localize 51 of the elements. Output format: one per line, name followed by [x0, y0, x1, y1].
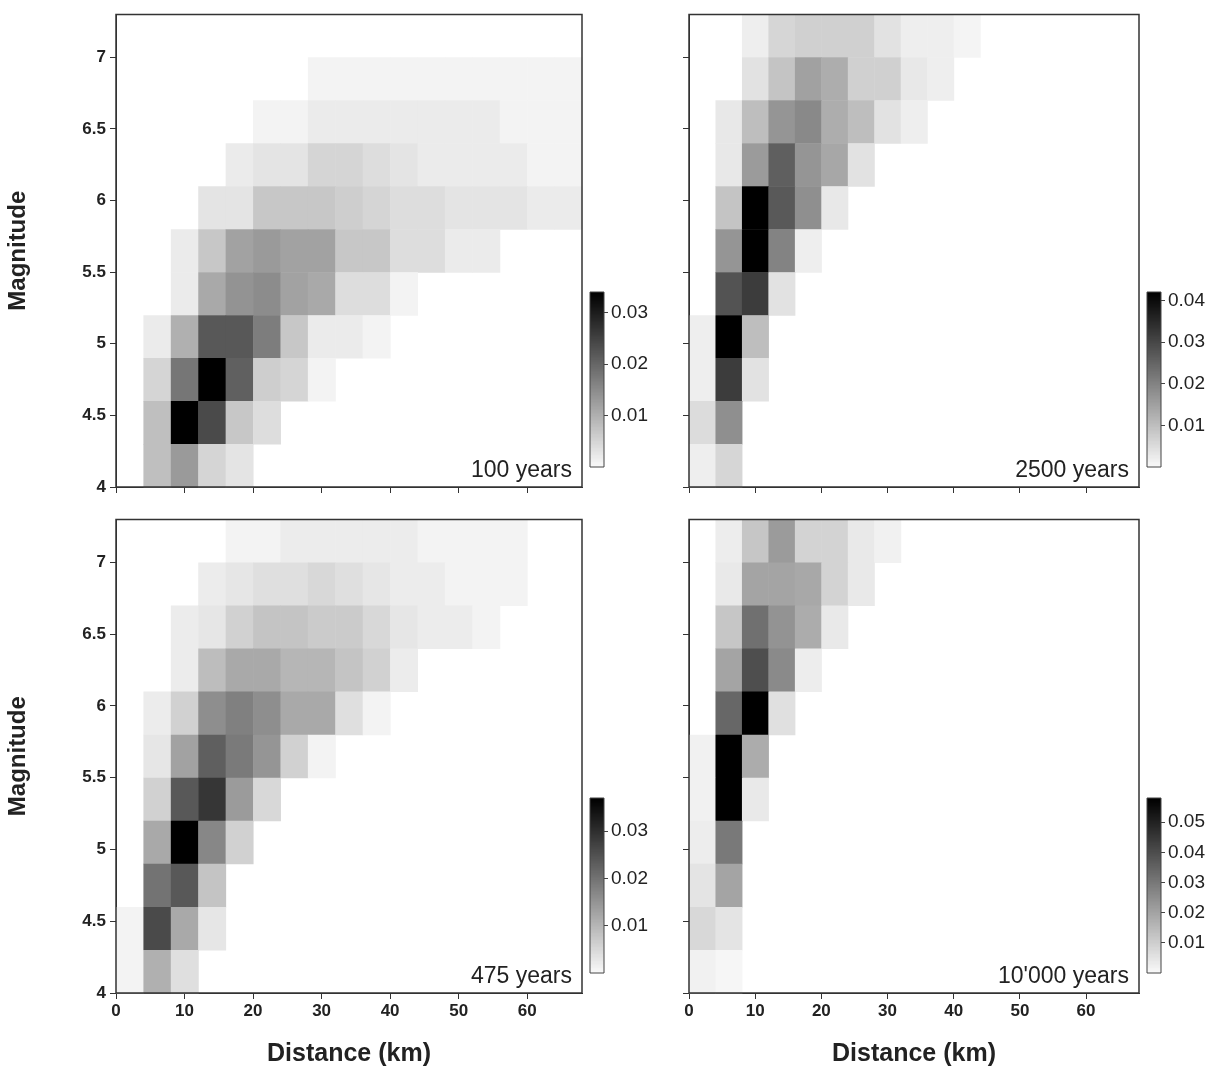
x-tick-label: 10: [745, 1000, 765, 1020]
color-bar-label: 0.02: [611, 866, 648, 888]
x-tick-label: 40: [380, 1000, 400, 1020]
y-tick-label: 4: [96, 476, 107, 496]
y-tick-label: 6: [96, 190, 106, 210]
color-bar-label: 0.02: [1168, 900, 1205, 922]
color-bar-label: 0.01: [1168, 931, 1205, 953]
y-tick-label: 6.5: [82, 623, 106, 643]
x-tick-label: 30: [878, 1000, 897, 1020]
x-tick-label: 0: [684, 1000, 694, 1020]
color-bar-label: 0.03: [611, 300, 648, 322]
color-bar-label: 0.02: [611, 352, 648, 374]
color-bar-label: 0.03: [1168, 870, 1205, 892]
annotation: 2500 years: [1015, 456, 1129, 482]
y-tick-label: 6.5: [82, 118, 106, 138]
x-tick-label: 50: [1010, 1000, 1030, 1020]
x-tick-label: 40: [944, 1000, 964, 1020]
x-tick-label: 20: [811, 1000, 831, 1020]
color-bar-label: 0.02: [1168, 371, 1205, 393]
color-bar-label: 0.03: [1168, 330, 1205, 352]
x-tick-label: 20: [243, 1000, 263, 1020]
x-tick-label: 30: [312, 1000, 332, 1020]
y-tick-label: 4: [96, 982, 107, 1002]
x-tick-label: 60: [517, 1000, 537, 1020]
y-tick-label: 4.5: [82, 910, 106, 930]
y-tick-label: 7: [96, 47, 106, 67]
y-tick-label: 7: [96, 552, 106, 572]
annotation: 475 years: [470, 962, 572, 988]
y-axis-title: Magnitude: [3, 696, 31, 817]
y-tick-label: 5.5: [82, 261, 106, 281]
x-axis-title: Distance (km): [267, 1037, 431, 1066]
annotation: 100 years: [470, 456, 572, 482]
x-axis-title: Distance (km): [832, 1037, 996, 1066]
x-tick-label: 10: [175, 1000, 194, 1020]
y-tick-label: 4.5: [82, 405, 106, 425]
x-tick-label: 0: [111, 1000, 121, 1020]
color-bar-label: 0.01: [611, 913, 648, 935]
annotation: 10'000 years: [998, 962, 1129, 988]
color-bar-label: 0.04: [1168, 288, 1206, 310]
color-bar-label: 0.01: [1168, 413, 1205, 435]
y-axis-title: Magnitude: [3, 190, 31, 311]
x-tick-label: 50: [449, 1000, 469, 1020]
color-bar-label: 0.01: [611, 403, 648, 425]
y-tick-label: 5: [96, 333, 106, 353]
x-tick-label: 60: [1076, 1000, 1096, 1020]
color-bar-label: 0.03: [611, 819, 648, 841]
color-bar-label: 0.04: [1168, 840, 1206, 862]
y-tick-label: 6: [96, 695, 106, 715]
y-tick-label: 5.5: [82, 767, 106, 787]
color-bar-label: 0.05: [1168, 810, 1205, 832]
y-tick-label: 5: [96, 839, 106, 859]
